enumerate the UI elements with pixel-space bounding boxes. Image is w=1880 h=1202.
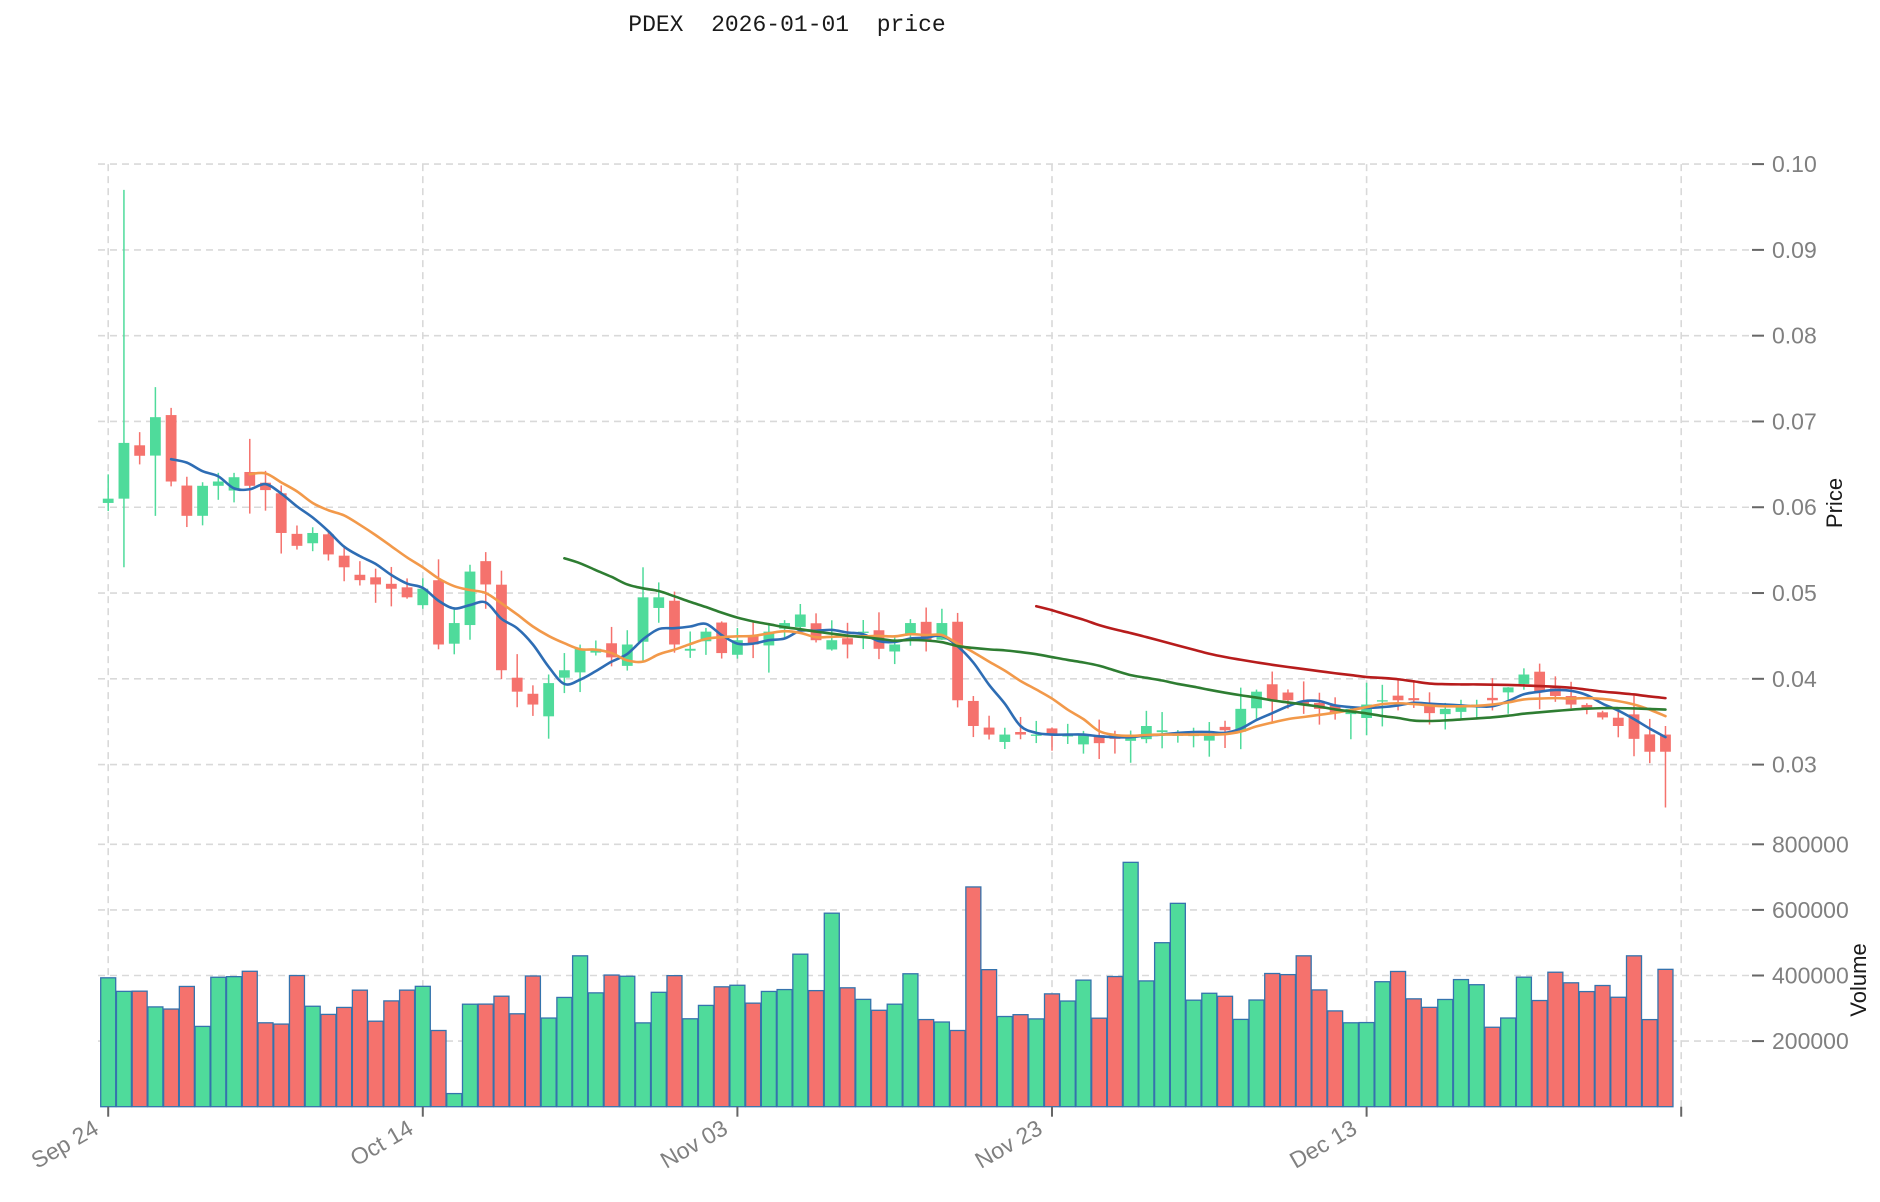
- svg-text:Sep 24: Sep 24: [27, 1114, 103, 1173]
- svg-text:0.03: 0.03: [1772, 752, 1817, 778]
- svg-text:0.10: 0.10: [1772, 151, 1817, 177]
- svg-text:200000: 200000: [1772, 1028, 1849, 1054]
- svg-text:Price: Price: [1822, 478, 1847, 528]
- svg-text:0.04: 0.04: [1772, 666, 1817, 692]
- svg-text:0.09: 0.09: [1772, 237, 1817, 263]
- svg-text:Nov 23: Nov 23: [970, 1115, 1046, 1174]
- svg-text:600000: 600000: [1772, 897, 1849, 923]
- svg-text:0.08: 0.08: [1772, 323, 1817, 349]
- svg-text:0.05: 0.05: [1772, 580, 1817, 606]
- svg-text:Oct 14: Oct 14: [346, 1114, 418, 1170]
- svg-text:400000: 400000: [1772, 963, 1849, 989]
- svg-text:800000: 800000: [1772, 831, 1849, 857]
- svg-text:Nov 03: Nov 03: [656, 1115, 732, 1174]
- svg-text:Volume: Volume: [1846, 943, 1871, 1016]
- svg-text:0.06: 0.06: [1772, 494, 1817, 520]
- svg-text:Dec 13: Dec 13: [1285, 1115, 1361, 1174]
- svg-text:0.07: 0.07: [1772, 408, 1817, 434]
